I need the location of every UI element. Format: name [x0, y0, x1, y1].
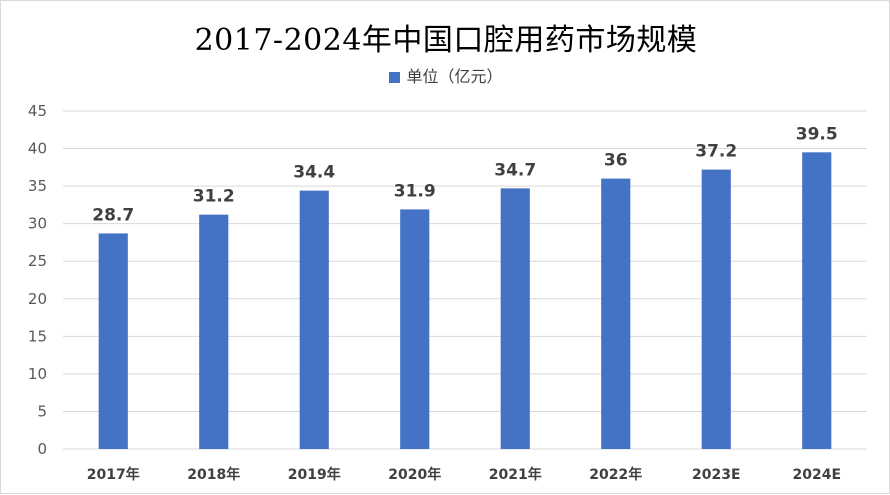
- x-tick-label: 2021年: [489, 466, 542, 483]
- bar: [199, 214, 229, 449]
- data-label: 39.5: [796, 124, 838, 144]
- bar: [802, 152, 832, 450]
- y-tick-label: 45: [28, 102, 47, 120]
- x-tick-label: 2017年: [87, 466, 140, 483]
- y-tick-label: 30: [28, 215, 47, 233]
- legend-swatch: [389, 72, 401, 83]
- bar: [98, 233, 128, 449]
- data-label: 31.2: [193, 187, 235, 207]
- bar: [400, 209, 430, 449]
- y-tick-label: 5: [37, 402, 47, 420]
- y-tick-label: 20: [28, 290, 47, 308]
- x-tick-label: 2020年: [388, 466, 441, 483]
- y-tick-label: 10: [28, 365, 47, 383]
- chart-title: 2017-2024年中国口腔用药市场规模: [194, 23, 698, 58]
- data-label: 36: [604, 151, 628, 171]
- x-tick-label: 2022年: [589, 466, 642, 483]
- bar: [500, 188, 530, 449]
- bar: [701, 169, 731, 449]
- y-tick-label: 15: [28, 327, 47, 345]
- data-label: 31.9: [394, 181, 436, 201]
- x-tick-label: 2024E: [792, 467, 841, 483]
- bar: [299, 190, 329, 449]
- data-label: 34.7: [494, 160, 536, 180]
- bar: [601, 178, 631, 449]
- x-tick-label: 2018年: [187, 466, 240, 483]
- legend-label: 单位（亿元）: [406, 69, 503, 86]
- y-tick-label: 40: [28, 140, 47, 158]
- legend: 单位（亿元）: [1, 63, 890, 87]
- data-label: 28.7: [92, 205, 134, 225]
- x-tick-label: 2023E: [692, 467, 741, 483]
- y-tick-label: 35: [28, 177, 47, 195]
- y-tick-label: 25: [28, 252, 47, 270]
- y-tick-label: 0: [37, 440, 47, 458]
- x-tick-label: 2019年: [288, 466, 341, 483]
- data-label: 37.2: [695, 142, 737, 162]
- data-label: 34.4: [293, 163, 335, 183]
